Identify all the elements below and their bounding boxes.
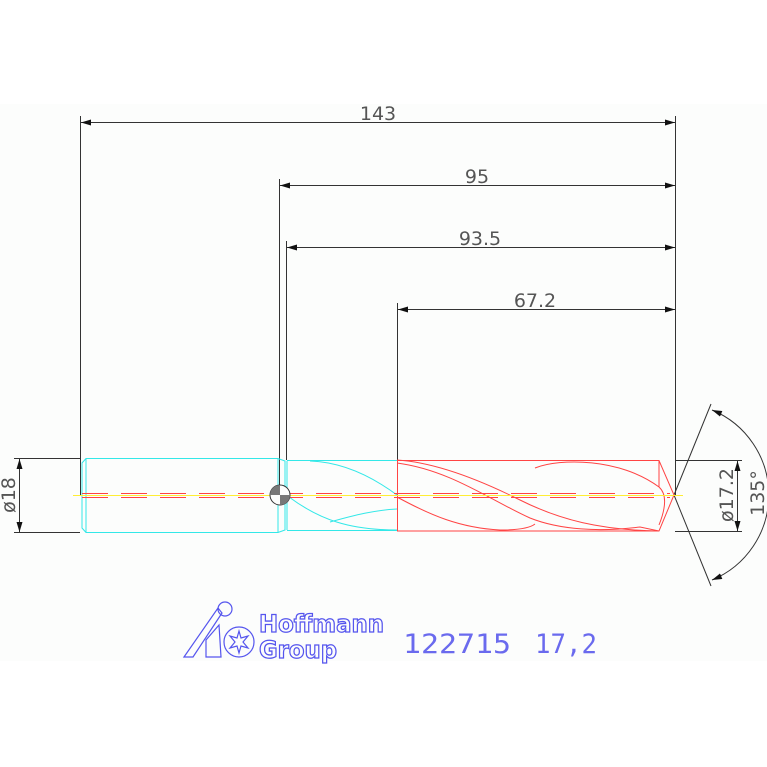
drill-diameter-label: ø17.2	[716, 468, 738, 522]
shank-diameter-label: ø18	[0, 477, 20, 513]
article-number: 122715	[403, 629, 511, 660]
dim-67-2-label: 67.2	[514, 290, 556, 312]
logo-text-line2: Group	[259, 636, 337, 664]
dim-93-5-label: 93.5	[459, 228, 501, 250]
drill-flute-body	[396, 459, 675, 532]
point-angle-dim	[673, 403, 767, 587]
drill-diameter-dim	[675, 460, 742, 532]
hoffmann-logo-icon	[182, 601, 255, 658]
drawing-sheet	[0, 104, 767, 661]
shank-diameter-dim	[14, 458, 80, 533]
dimension-lines	[81, 119, 675, 313]
point-angle-label: 135°	[747, 470, 767, 516]
dim-95-label: 95	[465, 166, 489, 188]
drill-size: 17,2	[535, 629, 597, 660]
logo-text-line1: Hoffmann	[259, 610, 384, 638]
extension-lines	[80, 116, 676, 495]
dim-143-label: 143	[360, 103, 396, 125]
